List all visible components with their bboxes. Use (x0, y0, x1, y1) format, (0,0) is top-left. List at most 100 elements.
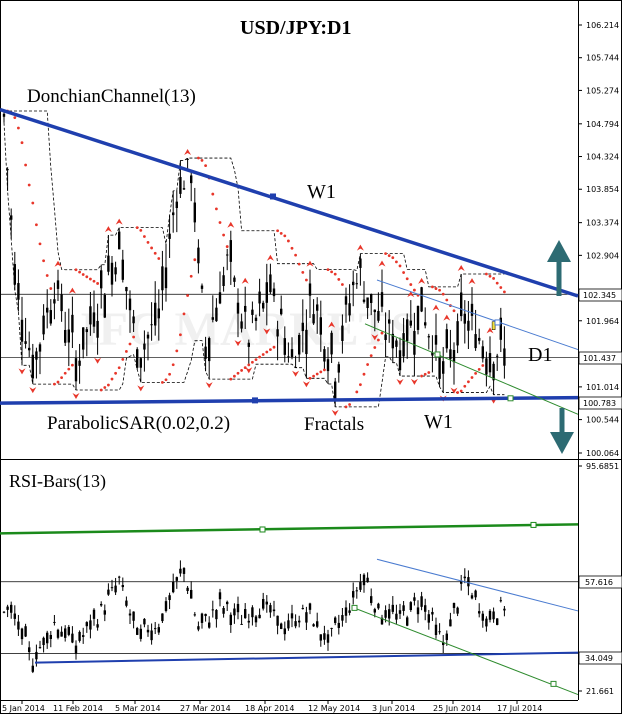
rsi-bar-body (269, 605, 272, 613)
candle-body (460, 292, 463, 317)
rsi-bar-body (420, 596, 423, 607)
rsi-bar-body (35, 651, 38, 660)
candle-body (13, 264, 16, 285)
sar-dot (99, 388, 103, 392)
fractal-up-icon (227, 221, 235, 228)
candle-body (344, 296, 348, 305)
rsi-bar-body (380, 617, 384, 625)
rsi-bar-body (164, 601, 168, 611)
rsi-bar-body (78, 631, 81, 641)
rsi-bar-body (452, 602, 456, 608)
rsi-bar-body (24, 626, 27, 637)
candle-body (107, 255, 110, 272)
candle-body (132, 316, 135, 324)
rsi-bar-body (442, 642, 445, 646)
sar-dot (17, 126, 20, 130)
rsi-bar-body (114, 585, 117, 593)
candle-body (416, 305, 420, 330)
w1-lower-trendline (0, 395, 579, 405)
rsi-bar-body (244, 609, 247, 619)
sar-dot (362, 372, 366, 376)
fractal-down-icon (72, 393, 80, 400)
channel-lower-line (364, 323, 579, 415)
candle-body (499, 317, 502, 340)
sar-dot (24, 163, 27, 167)
rsi-bar-body (341, 615, 344, 621)
candle-body (118, 231, 121, 250)
sar-dot (294, 253, 297, 257)
candle-body (114, 267, 117, 275)
candle-body (121, 259, 124, 280)
candle-body (85, 329, 88, 333)
candle-body (283, 338, 286, 355)
fractals-label: Fractals (304, 414, 364, 435)
sar-dot (438, 288, 441, 292)
candle-body (478, 337, 481, 341)
rsi-bar-body (150, 630, 153, 641)
rsi-bar-body (107, 589, 110, 595)
rsi-bar-body (215, 609, 218, 620)
w1-lower-label: W1 (424, 411, 453, 433)
rsi-bar-body (474, 590, 477, 598)
sar-dot (67, 367, 71, 371)
rsi-bar-body (143, 618, 146, 625)
sar-dot (348, 403, 351, 406)
rsi-bar-body (92, 609, 96, 619)
rsi-bar-body (132, 611, 135, 621)
candle-body (128, 298, 132, 311)
candle-body (377, 310, 380, 321)
support-price-box: 100.783 (578, 396, 622, 410)
x-tick-label: 27 Mar 2014 (180, 704, 231, 713)
candle-body (204, 346, 207, 359)
sar-dot (168, 372, 172, 376)
channel-lower-marker (507, 395, 514, 402)
candle-body (6, 169, 9, 171)
rsi-bar-body (10, 604, 13, 613)
sar-label: ParabolicSAR(0.02,0.2) (47, 413, 230, 434)
rsi-bar-body (323, 633, 326, 640)
rsi-bar-body (13, 613, 16, 619)
candle-body (28, 347, 31, 351)
sar-dot (333, 272, 337, 276)
candle-body (182, 188, 186, 190)
rsi-bar-body (337, 622, 340, 628)
sar-dot (251, 360, 254, 364)
sar-dot (143, 235, 146, 238)
fractal-down-icon (371, 334, 379, 341)
candle-body (445, 329, 448, 349)
sar-dot (20, 141, 24, 145)
rsi-upper-marker (530, 521, 537, 528)
rsi-bar-body (42, 637, 45, 646)
candle-body (193, 202, 196, 223)
sar-dot (305, 278, 308, 282)
fractal-up-icon (432, 304, 440, 311)
candle-body (74, 358, 78, 382)
candle-body (272, 288, 276, 297)
rsi-bar-body (89, 620, 92, 630)
rsi-bar-body (319, 634, 322, 641)
rsi-bar-body (424, 605, 427, 612)
w1-upper-trendline (0, 107, 579, 298)
candle-body (305, 329, 308, 355)
rsi-bar-body (362, 574, 366, 586)
sar-dot (402, 271, 405, 274)
candle-body (330, 332, 333, 355)
fractal-down-icon (263, 328, 271, 335)
rsi-bar-body (229, 614, 232, 626)
sar-dot (395, 260, 398, 264)
sar-dot (319, 370, 323, 374)
rsi-lines (0, 521, 579, 695)
fractal-down-icon (450, 387, 458, 394)
rsi-bar-body (49, 634, 52, 639)
candle-body (236, 302, 240, 314)
candle-body (139, 358, 142, 368)
sar-dot (236, 371, 240, 375)
rsi-tick-label: 21.661 (586, 687, 614, 696)
rsi-lower-box: 34.049 (578, 651, 622, 665)
rsi-bar-body (200, 613, 204, 623)
candle-body (64, 329, 67, 343)
sar-dot (481, 364, 485, 367)
rsi-channel-upper (376, 558, 579, 612)
candle-body (391, 333, 394, 349)
